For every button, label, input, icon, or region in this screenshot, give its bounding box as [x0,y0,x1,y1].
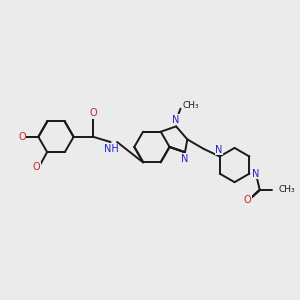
Text: O: O [244,195,251,205]
Text: N: N [172,115,180,125]
Text: N: N [181,154,189,164]
Text: CH₃: CH₃ [183,100,200,109]
Text: CH₃: CH₃ [279,185,296,194]
Text: N: N [215,145,223,155]
Text: N: N [252,169,260,178]
Text: O: O [89,108,97,118]
Text: NH: NH [104,144,119,154]
Text: O: O [33,162,40,172]
Text: O: O [18,132,26,142]
